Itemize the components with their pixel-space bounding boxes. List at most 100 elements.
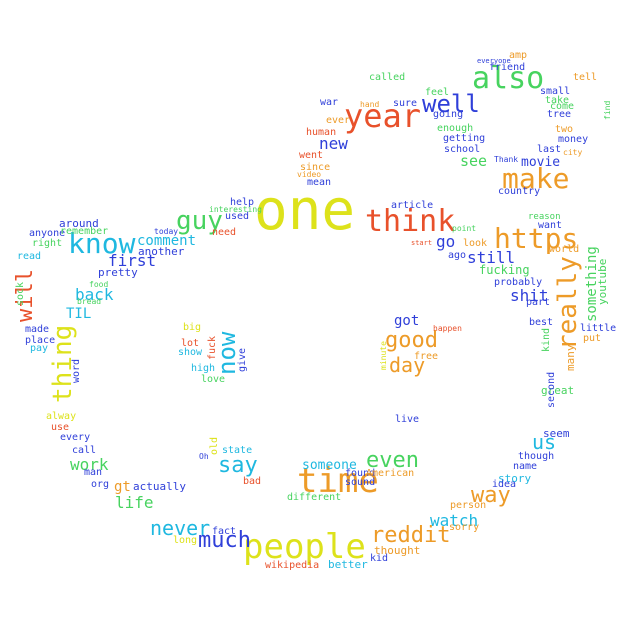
- word: tree: [547, 109, 572, 120]
- word: found: [345, 468, 376, 479]
- word: TIL: [66, 306, 92, 322]
- word: fact: [212, 526, 237, 537]
- word: school: [444, 144, 481, 155]
- word: sure: [393, 98, 418, 109]
- word: sorry: [449, 522, 480, 533]
- word: sock: [15, 281, 26, 306]
- word: another: [138, 245, 185, 258]
- word: happen: [433, 324, 462, 333]
- word: wikipedia: [265, 560, 320, 571]
- word: come: [550, 101, 575, 112]
- word: place: [25, 335, 56, 346]
- word: part: [526, 297, 551, 308]
- word: little: [580, 323, 617, 334]
- word: love: [201, 374, 226, 385]
- word: American: [366, 468, 415, 479]
- word: well: [422, 90, 480, 118]
- word: long: [173, 535, 198, 546]
- word: call: [72, 445, 97, 456]
- word: used: [225, 211, 250, 222]
- word: first: [108, 251, 157, 270]
- word: fucking: [479, 263, 530, 277]
- word: getting: [443, 133, 486, 144]
- word: people: [243, 527, 366, 567]
- word: day: [389, 353, 426, 377]
- word: war: [320, 97, 339, 108]
- word: youtube: [596, 258, 609, 305]
- word: remember: [60, 226, 109, 237]
- word: interesting: [209, 205, 262, 214]
- word: seem: [543, 427, 570, 440]
- word: time: [297, 461, 379, 501]
- word: name: [513, 461, 538, 472]
- word: kind: [541, 327, 552, 352]
- word: story: [498, 472, 532, 485]
- word: city: [563, 148, 583, 157]
- word: back: [75, 285, 114, 304]
- word: point: [452, 224, 477, 233]
- word: also: [472, 61, 545, 96]
- word: kid: [370, 553, 389, 564]
- word: small: [540, 86, 571, 97]
- word: now: [213, 331, 241, 375]
- word: last: [537, 144, 562, 155]
- word: much: [198, 528, 251, 553]
- word: give: [237, 347, 248, 372]
- word: need: [212, 227, 237, 238]
- word: man: [84, 467, 103, 478]
- word: read: [17, 251, 42, 262]
- word: great: [541, 384, 575, 397]
- word: best: [529, 317, 554, 328]
- word: free: [414, 351, 439, 362]
- word: human: [306, 127, 337, 138]
- word: thought: [374, 544, 421, 557]
- word: think: [365, 204, 456, 239]
- word: big: [183, 322, 202, 333]
- word: good: [385, 328, 438, 353]
- word: country: [498, 186, 541, 197]
- word: comment: [137, 233, 197, 249]
- word: someone: [302, 458, 357, 473]
- word: new: [319, 134, 348, 153]
- word: fuck: [207, 335, 218, 360]
- word: Oh: [199, 452, 209, 461]
- word: help: [230, 197, 255, 208]
- word: high: [191, 363, 216, 374]
- word: watch: [430, 511, 479, 530]
- word: called: [369, 72, 406, 83]
- word: world: [549, 244, 580, 255]
- word: look: [463, 238, 488, 249]
- word: movie: [521, 155, 561, 170]
- word: never: [150, 516, 211, 540]
- word: actually: [133, 480, 186, 493]
- word: one: [254, 178, 356, 243]
- word: tell: [573, 72, 598, 83]
- word: everyone: [477, 57, 511, 65]
- word: idea: [492, 479, 517, 490]
- word: know: [68, 227, 136, 260]
- word: gt: [114, 479, 131, 495]
- word: mean: [307, 177, 332, 188]
- word: reddit: [371, 523, 451, 548]
- word: state: [222, 445, 253, 456]
- word: money: [558, 134, 589, 145]
- word: see: [460, 152, 488, 170]
- word: article: [391, 200, 434, 211]
- word: pretty: [98, 266, 138, 279]
- word: https: [494, 222, 579, 255]
- word: make: [502, 162, 570, 195]
- word: show: [178, 347, 203, 358]
- word: even: [366, 448, 419, 473]
- word: person: [450, 500, 487, 511]
- word: ever: [326, 115, 351, 126]
- word: since: [300, 162, 331, 173]
- word: today: [154, 227, 179, 236]
- word: reason: [528, 212, 561, 222]
- word: minute: [379, 341, 388, 370]
- word: enough: [437, 123, 474, 134]
- word: ago: [448, 250, 467, 261]
- word: guy: [176, 206, 223, 236]
- word: still: [467, 248, 516, 267]
- word: bread: [77, 297, 102, 306]
